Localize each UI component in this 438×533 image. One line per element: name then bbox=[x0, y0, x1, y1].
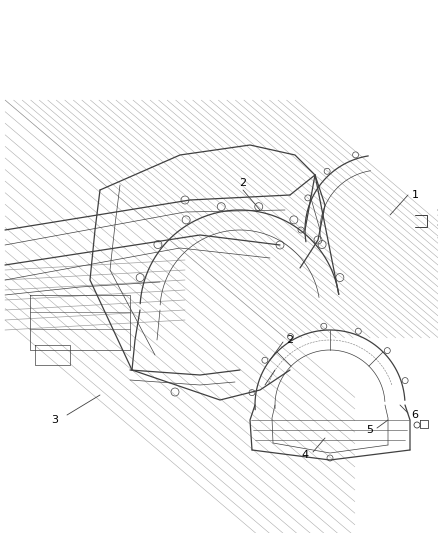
Text: 4: 4 bbox=[301, 450, 308, 460]
Text: 6: 6 bbox=[411, 410, 418, 420]
Text: 3: 3 bbox=[52, 415, 59, 425]
Text: 1: 1 bbox=[411, 190, 418, 200]
Text: 2: 2 bbox=[286, 335, 293, 345]
Text: 2: 2 bbox=[240, 178, 247, 188]
Text: 5: 5 bbox=[367, 425, 374, 435]
